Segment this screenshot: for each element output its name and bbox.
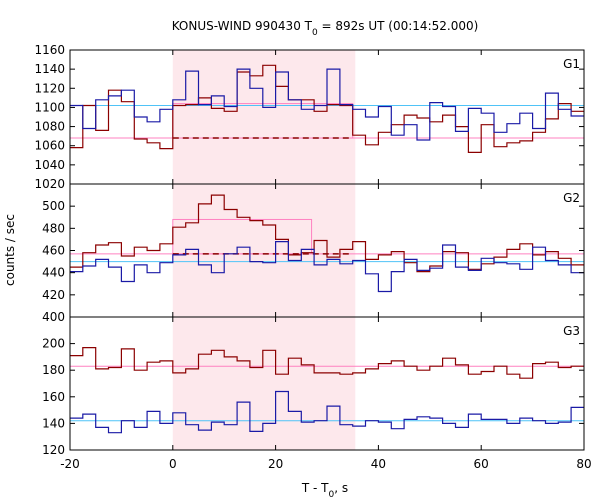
y-tick-label: 180 xyxy=(42,363,65,377)
y-tick-label: 440 xyxy=(42,266,65,280)
y-tick-label: 1160 xyxy=(34,43,65,57)
y-tick-label: 400 xyxy=(42,310,65,324)
panel-label: G1 xyxy=(563,57,580,71)
y-tick-label: 1040 xyxy=(34,158,65,172)
y-tick-label: 1060 xyxy=(34,139,65,153)
y-tick-label: 480 xyxy=(42,221,65,235)
panel-label: G2 xyxy=(563,191,580,205)
x-tick-label: -20 xyxy=(60,457,80,471)
panel-g1: 1020 1040 1060 1080 1100 1120 1140 1160 G1 xyxy=(34,43,585,191)
y-tick-label: 420 xyxy=(42,288,65,302)
y-tick-label: 500 xyxy=(42,199,65,213)
x-tick-label: 60 xyxy=(474,457,489,471)
y-tick-label: 1120 xyxy=(34,81,65,95)
blue-series-g2 xyxy=(70,241,584,293)
y-tick-label: 460 xyxy=(42,244,65,258)
panel-g3: 120 140 160 180 200 G3 xyxy=(42,316,585,457)
y-tick-label: 140 xyxy=(42,416,65,430)
chart-title: KONUS-WIND 990430 T0 = 892s UT (00:14:52… xyxy=(172,19,479,38)
y-axis-label: counts / sec xyxy=(3,214,17,286)
y-tick-label: 160 xyxy=(42,390,65,404)
blue-series-g3 xyxy=(70,390,584,434)
y-tick-label: 200 xyxy=(42,337,65,351)
x-axis-label: T - T0, s xyxy=(301,481,348,500)
y-tick-label: 1140 xyxy=(34,62,65,76)
x-tick-label: 0 xyxy=(169,457,177,471)
y-tick-label: 1100 xyxy=(34,100,65,114)
x-tick-label: 40 xyxy=(371,457,386,471)
x-tick-label: 80 xyxy=(576,457,591,471)
red-series-g3 xyxy=(70,347,584,379)
plot-layer: 10201040106010801100112011401160G1400420… xyxy=(34,43,591,471)
panel-label: G3 xyxy=(563,324,580,338)
panel-frame xyxy=(69,316,585,451)
blue-series-g1 xyxy=(70,68,584,141)
shaded-interval xyxy=(172,50,356,450)
y-tick-label: 1020 xyxy=(34,177,65,191)
y-tick-label: 120 xyxy=(42,443,65,457)
x-tick-label: 20 xyxy=(268,457,283,471)
y-tick-label: 1080 xyxy=(34,120,65,134)
